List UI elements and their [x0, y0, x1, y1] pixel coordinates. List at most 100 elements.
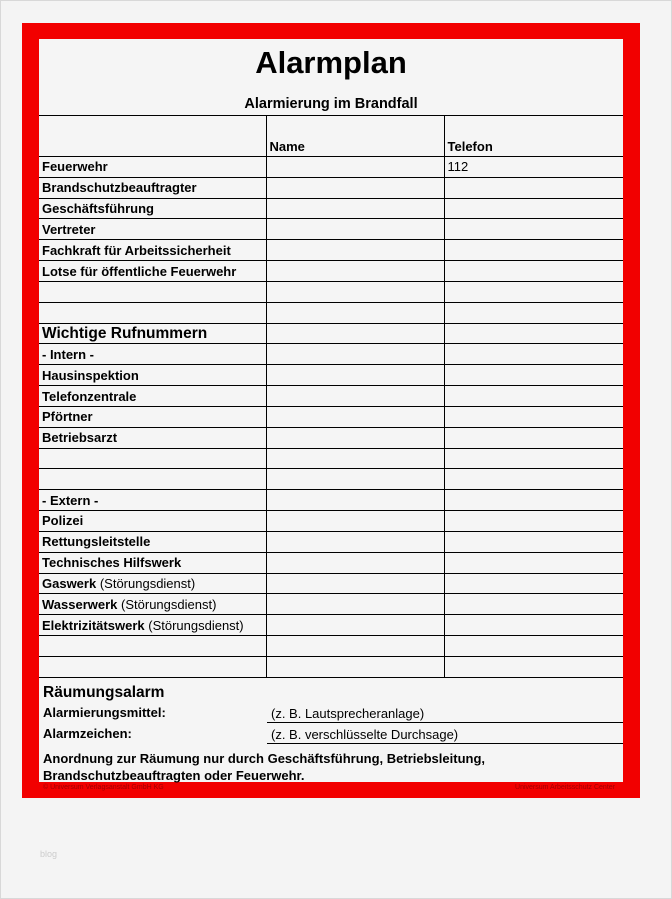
footer-brand: Universum Arbeitsschutz Center: [515, 784, 615, 791]
table-row: Gaswerk (Störungsdienst): [39, 572, 623, 595]
name-cell[interactable]: [265, 447, 445, 470]
table-row: Polizei: [39, 510, 623, 532]
phone-cell[interactable]: [443, 635, 623, 657]
name-cell[interactable]: [265, 218, 445, 241]
name-cell[interactable]: [265, 530, 445, 553]
phone-cell[interactable]: [443, 280, 623, 303]
row-label: Lotse für öffentliche Feuerwehr: [39, 260, 267, 282]
phone-cell[interactable]: [443, 530, 623, 553]
phone-cell[interactable]: [443, 593, 623, 616]
page-title: Alarmplan: [255, 45, 407, 80]
table-row: [39, 301, 623, 324]
signal-field[interactable]: (z. B. verschlüsselte Durchsage): [267, 727, 623, 744]
name-cell[interactable]: [265, 468, 445, 491]
name-cell[interactable]: [265, 405, 445, 428]
phone-cell[interactable]: [443, 405, 623, 428]
table-row: [39, 655, 623, 678]
row-label: Brandschutzbeauftragter: [39, 176, 267, 199]
phone-cell[interactable]: [443, 197, 623, 220]
phone-cell[interactable]: [443, 343, 623, 366]
name-cell[interactable]: [265, 301, 445, 324]
name-cell[interactable]: [265, 510, 445, 532]
phone-cell[interactable]: [443, 364, 623, 387]
row-label: [39, 655, 267, 678]
name-cell[interactable]: [265, 426, 445, 449]
phone-cell[interactable]: [443, 260, 623, 282]
row-label: [39, 635, 267, 657]
table-row: Hausinspektion: [39, 364, 623, 387]
header-phone: Telefon: [443, 115, 623, 157]
phone-cell[interactable]: [443, 572, 623, 595]
row-label: [39, 468, 267, 491]
name-cell[interactable]: [265, 614, 445, 637]
phone-cell[interactable]: [443, 614, 623, 637]
name-cell[interactable]: [265, 343, 445, 366]
contact-table: Name Telefon Feuerwehr 112 Brandschutzbeau…: [39, 115, 623, 678]
table-header: Name Telefon: [39, 115, 623, 157]
table-row: Betriebsarzt: [39, 426, 623, 449]
name-cell[interactable]: [265, 385, 445, 407]
means-label: Alarmierungsmittel:: [43, 705, 166, 720]
table-row: Wichtige Rufnummern: [39, 322, 623, 345]
row-label: Betriebsarzt: [39, 426, 267, 449]
phone-cell[interactable]: [443, 655, 623, 678]
subtitle: Alarmierung im Brandfall: [244, 96, 418, 112]
phone-cell[interactable]: [443, 468, 623, 491]
name-cell[interactable]: [265, 239, 445, 262]
header-label: [39, 115, 267, 157]
row-label-text: Pförtner: [42, 409, 93, 425]
phone-cell[interactable]: [443, 385, 623, 407]
name-cell[interactable]: [265, 156, 445, 178]
table-row: Fachkraft für Arbeitssicherheit: [39, 239, 623, 262]
phone-cell[interactable]: [443, 510, 623, 532]
table-row: Telefonzentrale: [39, 385, 623, 407]
row-label: Telefonzentrale: [39, 385, 267, 407]
phone-cell[interactable]: [443, 489, 623, 512]
phone-cell[interactable]: [443, 322, 623, 345]
means-field[interactable]: (z. B. Lautsprecheranlage): [267, 706, 623, 723]
name-cell[interactable]: [265, 176, 445, 199]
name-cell[interactable]: [265, 635, 445, 657]
name-cell[interactable]: [265, 655, 445, 678]
table-row: Technisches Hilfswerk: [39, 551, 623, 574]
phone-cell[interactable]: [443, 218, 623, 241]
row-label: Gaswerk (Störungsdienst): [39, 572, 267, 595]
alarm-plan-frame: Alarmplan Alarmierung im Brandfall Name …: [22, 23, 640, 798]
row-label-text: Lotse für öffentliche Feuerwehr: [42, 263, 237, 279]
table-row: Wasserwerk (Störungsdienst): [39, 593, 623, 616]
name-cell[interactable]: [265, 489, 445, 512]
phone-cell[interactable]: [443, 426, 623, 449]
row-label-text: Geschäftsführung: [42, 201, 154, 217]
phone-cell[interactable]: [443, 239, 623, 262]
row-label-text: Technisches Hilfswerk: [42, 555, 182, 571]
name-cell[interactable]: [265, 260, 445, 282]
name-cell[interactable]: [265, 551, 445, 574]
row-label: [39, 280, 267, 303]
row-label-text: Vertreter: [42, 221, 96, 237]
table-row: Pförtner: [39, 405, 623, 428]
table-row: - Extern -: [39, 489, 623, 512]
table-row: Brandschutzbeauftragter: [39, 176, 623, 199]
name-cell[interactable]: [265, 197, 445, 220]
phone-cell[interactable]: [443, 176, 623, 199]
name-cell[interactable]: [265, 322, 445, 345]
name-cell[interactable]: [265, 364, 445, 387]
phone-cell[interactable]: [443, 301, 623, 324]
phone-cell[interactable]: [443, 551, 623, 574]
signal-label: Alarmzeichen:: [43, 726, 132, 741]
row-label: [39, 447, 267, 470]
row-label-text: Wichtige Rufnummern: [42, 324, 208, 342]
row-label-text: Betriebsarzt: [42, 430, 118, 446]
name-cell[interactable]: [265, 572, 445, 595]
row-label: Elektrizitätswerk (Störungsdienst): [39, 614, 267, 637]
row-label-text: Elektrizitätswerk: [42, 617, 145, 633]
table-row: [39, 635, 623, 657]
phone-cell[interactable]: 112: [443, 156, 623, 178]
name-cell[interactable]: [265, 280, 445, 303]
row-label: Wichtige Rufnummern: [39, 322, 267, 345]
phone-cell[interactable]: [443, 447, 623, 470]
name-cell[interactable]: [265, 593, 445, 616]
table-row: [39, 468, 623, 491]
alarm-plan-sheet: Alarmplan Alarmierung im Brandfall Name …: [39, 39, 623, 783]
table-row: Feuerwehr 112: [39, 156, 623, 178]
